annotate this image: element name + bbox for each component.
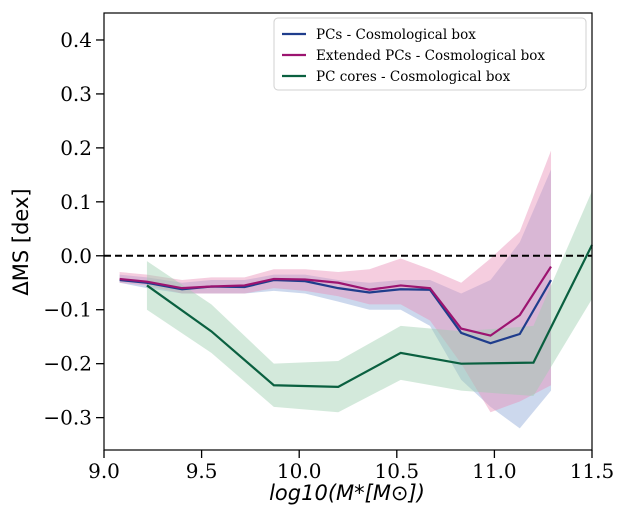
line-pc-cores-cosmological-box	[146, 244, 593, 388]
x-tick-label: 9.5	[186, 459, 218, 483]
y-axis-label: ΔMS [dex]	[9, 188, 33, 295]
series-lines	[119, 244, 593, 388]
y-tick-label: 0.3	[60, 82, 92, 106]
x-tick-label: 11.5	[570, 459, 615, 483]
y-tick-label: −0.3	[43, 406, 92, 430]
legend-label-pcs-cosmological-box: PCs - Cosmological box	[316, 27, 476, 43]
y-axis-ticks: 0.4 0.3 0.2 0.1 0.0 −0.1 −0.2 −0.3	[43, 28, 104, 430]
y-tick-label: 0.1	[60, 190, 92, 214]
legend-label-pc-cores-cosmological-box: PC cores - Cosmological box	[316, 69, 511, 85]
line-extended-pcs-cosmological-box	[119, 265, 552, 337]
y-tick-label: −0.1	[43, 298, 92, 322]
legend-box	[273, 17, 587, 91]
x-axis-ticks: 9.0 9.5 10.0 10.5 11.0 11.5	[88, 450, 614, 483]
legend: PCs - Cosmological box Extended PCs - Cos…	[273, 17, 587, 91]
x-tick-label: 10.5	[375, 459, 420, 483]
band-pc-cores-cosmological-box	[146, 191, 592, 413]
band-pcs-cosmological-box	[119, 169, 552, 429]
x-tick-label: 9.0	[88, 459, 120, 483]
legend-label-extended-pcs-cosmological-box: Extended PCs - Cosmological box	[316, 48, 545, 64]
y-tick-label: −0.2	[43, 352, 92, 376]
x-axis-label: log10(M*[M⊙])	[269, 481, 425, 505]
plot-frame	[103, 12, 593, 451]
y-tick-label: 0.4	[60, 28, 92, 52]
y-tick-label: 0.0	[60, 244, 92, 268]
x-tick-label: 10.0	[277, 459, 322, 483]
x-tick-label: 11.0	[472, 459, 517, 483]
y-tick-label: 0.2	[60, 136, 92, 160]
